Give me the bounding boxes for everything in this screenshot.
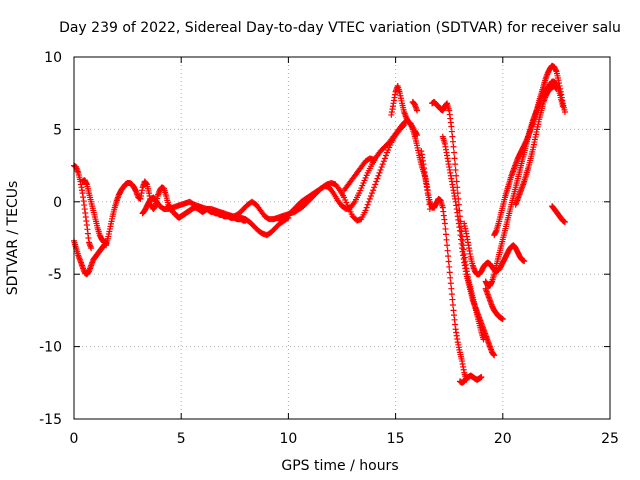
data-point [448, 291, 455, 298]
data-point [478, 374, 485, 381]
data-point [442, 231, 449, 238]
series-arc-late-rise-2 [482, 78, 566, 289]
data-point [491, 352, 498, 359]
data-point [376, 169, 383, 176]
data-point [374, 175, 381, 182]
data-point [400, 123, 407, 130]
data-point [559, 103, 566, 110]
y-tick-label: 5 [53, 122, 62, 138]
data-point [448, 123, 455, 130]
series-arc-peak-2 [409, 98, 421, 114]
y-tick-label: -15 [39, 412, 62, 428]
x-tick-label: 10 [279, 431, 297, 447]
data-point [447, 280, 454, 287]
data-point [451, 149, 458, 156]
data-point [382, 152, 389, 159]
data-point [441, 220, 448, 227]
data-points [71, 62, 568, 386]
data-point [455, 201, 462, 208]
data-point [449, 133, 456, 140]
plot-frame [73, 56, 611, 420]
series-arc-midday [231, 117, 421, 223]
x-tick-label: 20 [494, 431, 512, 447]
x-tick-label: 5 [177, 431, 186, 447]
data-point [367, 193, 374, 200]
series-arc-late-rise-3 [512, 82, 560, 208]
series-arc-dip-3 [439, 133, 498, 359]
data-point [453, 172, 460, 179]
data-point [521, 258, 528, 265]
data-point [401, 122, 408, 129]
data-point [365, 198, 372, 205]
x-tick-label: 15 [387, 431, 405, 447]
data-point [499, 316, 506, 323]
data-point [88, 245, 95, 252]
data-point [553, 85, 560, 92]
data-point [446, 269, 453, 276]
data-point [452, 166, 459, 173]
data-point [444, 242, 451, 249]
y-tick-label: 0 [53, 195, 62, 211]
data-point [381, 155, 388, 162]
data-point [561, 219, 568, 226]
data-point [450, 143, 457, 150]
series-arc-afternoon [341, 155, 378, 194]
data-point [375, 172, 382, 179]
axis-ticks: 0 5 10 15 20 25 -15 -10 -5 0 5 10 [39, 50, 619, 447]
data-point [370, 187, 377, 194]
data-point [561, 109, 568, 116]
data-point [362, 207, 369, 214]
data-point [363, 204, 370, 211]
data-point [443, 236, 450, 243]
data-point [377, 166, 384, 173]
data-point [369, 190, 376, 197]
data-point [372, 181, 379, 188]
data-point [449, 138, 456, 145]
x-tick-label: 25 [601, 431, 619, 447]
data-point [366, 195, 373, 202]
data-point [446, 263, 453, 270]
data-point [449, 296, 456, 303]
series-arc-end [549, 203, 568, 226]
series-arc-late-low [482, 285, 506, 323]
data-point [445, 258, 452, 265]
data-point [380, 158, 387, 165]
data-point [448, 285, 455, 292]
data-point [444, 247, 451, 254]
data-point [379, 161, 386, 168]
series-arc-peak [388, 82, 433, 213]
data-point [371, 156, 378, 163]
data-point [378, 164, 385, 171]
x-tick-label: 0 [70, 431, 79, 447]
x-axis-label: GPS time / hours [281, 458, 398, 474]
series-arc-bottom [456, 372, 485, 386]
data-point [373, 178, 380, 185]
data-point [447, 274, 454, 281]
data-point [414, 107, 421, 114]
data-point [442, 225, 449, 232]
chart-title: Day 239 of 2022, Sidereal Day-to-day VTE… [59, 20, 621, 36]
grid-lines [74, 57, 610, 419]
data-point [371, 184, 378, 191]
y-tick-label: 10 [44, 50, 62, 66]
data-point [364, 201, 371, 208]
data-point [452, 161, 459, 168]
y-tick-label: -5 [48, 267, 62, 283]
series-arc-midday-2 [276, 122, 408, 224]
y-tick-label: -10 [39, 340, 62, 356]
series-arc-early-low [71, 237, 110, 278]
y-axis-label: SDTVAR / TECUs [5, 181, 21, 296]
data-point [451, 155, 458, 162]
data-point [445, 253, 452, 260]
data-point [448, 128, 455, 135]
data-point [449, 301, 456, 308]
series-arc-dip-1 [418, 148, 470, 383]
